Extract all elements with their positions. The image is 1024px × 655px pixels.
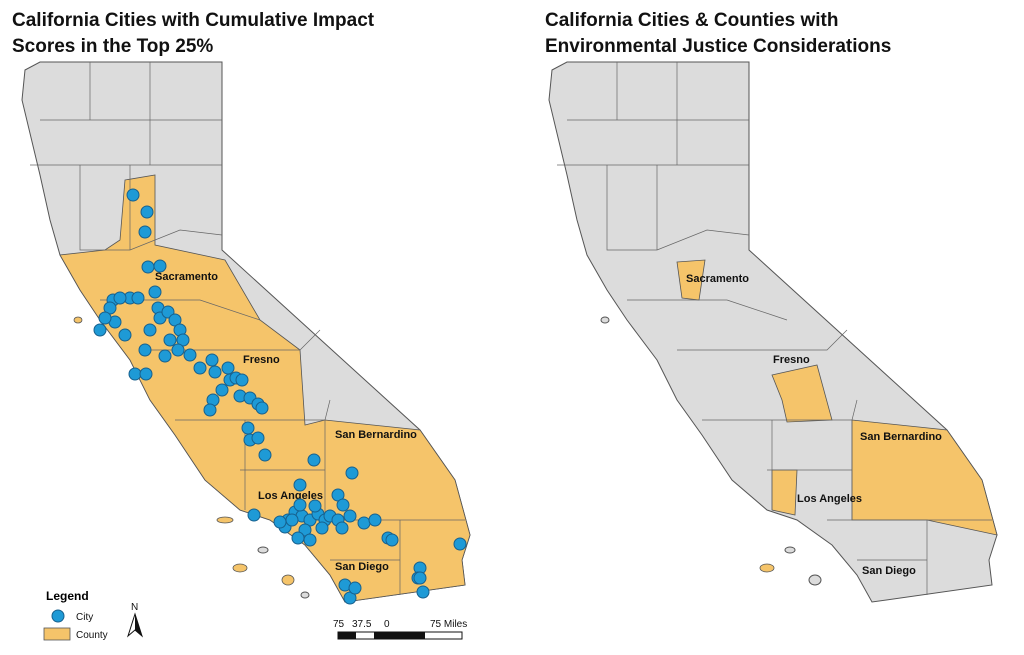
city-dot <box>251 431 265 445</box>
city-dot <box>118 328 132 342</box>
legend-title: Legend <box>46 589 89 603</box>
city-dot <box>93 323 107 337</box>
map-label: Los Angeles <box>797 493 862 505</box>
city-dot <box>163 333 177 347</box>
scale-label: 0 <box>384 619 390 630</box>
map-label: San Diego <box>862 565 916 577</box>
city-dot <box>357 516 371 530</box>
scale-label: 37.5 <box>352 619 372 630</box>
city-dot <box>141 260 155 274</box>
city-dot <box>158 349 172 363</box>
city-dot <box>138 225 152 239</box>
city-dot <box>385 533 399 547</box>
city-dot <box>193 361 207 375</box>
city-dot <box>258 448 272 462</box>
city-dot <box>308 499 322 513</box>
left-title: California Cities with Cumulative Impact… <box>12 10 375 57</box>
scale-bar: 75 37.5 0 75 Miles <box>333 619 467 640</box>
map-label: San Bernardino <box>335 429 417 441</box>
right-map: Sacramento Fresno San Bernardino Los Ang… <box>548 61 998 603</box>
city-dot <box>315 521 329 535</box>
north-arrow: N <box>126 602 144 638</box>
city-dot <box>205 353 219 367</box>
city-dot <box>139 367 153 381</box>
legend-county-symbol <box>43 627 71 641</box>
city-dot <box>128 367 142 381</box>
city-dot <box>255 401 269 415</box>
scale-label: 75 Miles <box>430 619 467 630</box>
legend-city-symbol <box>51 609 65 623</box>
city-dot <box>131 291 145 305</box>
city-dot <box>171 343 185 357</box>
city-dot <box>273 515 287 529</box>
map-label: San Bernardino <box>860 431 942 443</box>
city-dot <box>336 498 350 512</box>
city-dot <box>247 508 261 522</box>
map-label: Fresno <box>243 354 280 366</box>
city-dot <box>113 291 127 305</box>
scale-label: 75 <box>333 619 345 630</box>
city-dot <box>215 383 229 397</box>
city-dot <box>345 466 359 480</box>
city-dot <box>183 348 197 362</box>
city-dot <box>335 521 349 535</box>
city-dot <box>416 585 430 599</box>
city-dot <box>285 513 299 527</box>
city-dot <box>241 421 255 435</box>
north-label: N <box>131 602 138 613</box>
city-dot <box>148 285 162 299</box>
city-dot <box>126 188 140 202</box>
map-label: Los Angeles <box>258 490 323 502</box>
highlighted-counties <box>59 174 471 603</box>
city-dot <box>98 311 112 325</box>
city-dot <box>138 343 152 357</box>
city-dot <box>413 571 427 585</box>
city-dot <box>343 509 357 523</box>
city-dot <box>453 537 467 551</box>
city-dot <box>235 373 249 387</box>
city-dot <box>307 453 321 467</box>
city-dot <box>221 361 235 375</box>
city-dot <box>208 365 222 379</box>
city-dot <box>348 581 362 595</box>
legend: Legend City County <box>43 589 108 641</box>
legend-item: City <box>76 612 93 623</box>
city-dot <box>293 498 307 512</box>
city-dot <box>368 513 382 527</box>
map-label: Sacramento <box>155 271 218 283</box>
map-label: Fresno <box>773 354 810 366</box>
city-dot <box>140 205 154 219</box>
left-map: Sacramento Fresno San Bernardino Los Ang… <box>21 61 471 605</box>
city-dot <box>203 403 217 417</box>
city-dot <box>291 531 305 545</box>
city-dot <box>293 478 307 492</box>
map-label: Sacramento <box>686 273 749 285</box>
right-title: California Cities & Counties with Enviro… <box>545 10 892 57</box>
map-label: San Diego <box>335 561 389 573</box>
city-dot <box>143 323 157 337</box>
city-dot <box>153 259 167 273</box>
city-dot <box>303 533 317 547</box>
legend-item: County <box>76 630 108 641</box>
